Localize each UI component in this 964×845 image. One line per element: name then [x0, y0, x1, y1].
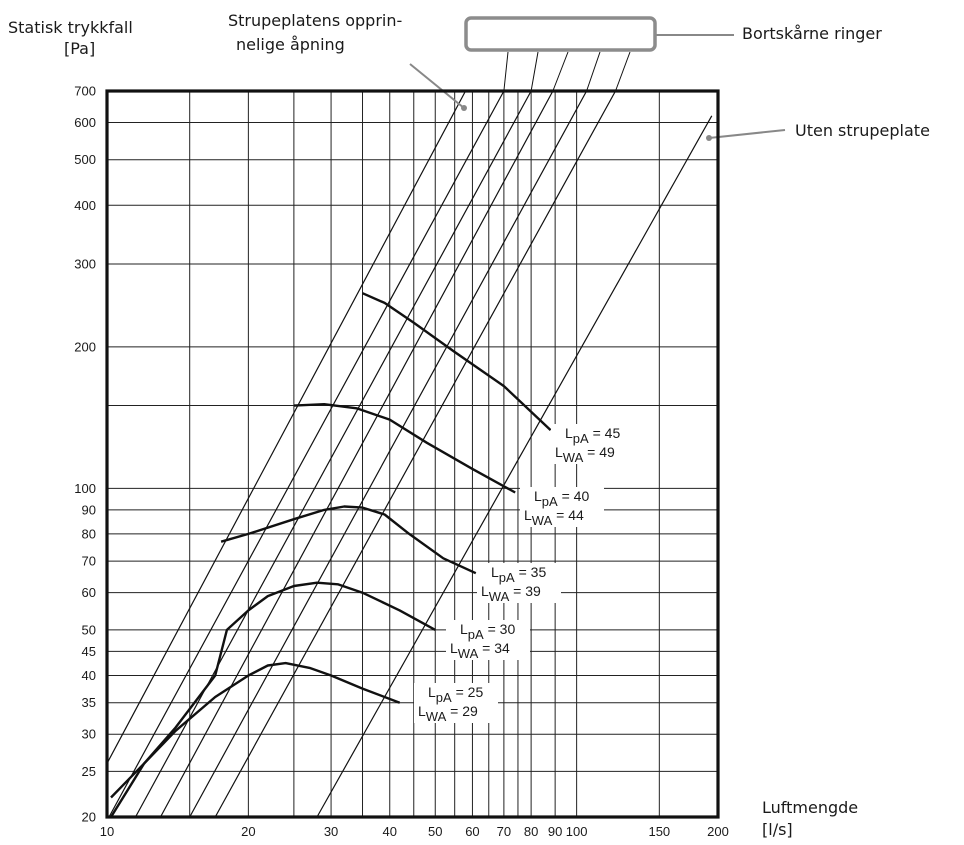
original-opening-annotation: Strupeplatens opprin-nelige åpning: [228, 11, 402, 54]
y-tick-label: 700: [74, 84, 96, 99]
ring-leader: [503, 51, 509, 92]
sound-label-background: [446, 620, 530, 660]
y-tick-label: 400: [74, 198, 96, 213]
damper-line: [108, 90, 505, 818]
y-tick-label: 40: [82, 668, 96, 683]
ring-leader: [586, 51, 601, 92]
x-tick-label: 40: [383, 824, 397, 839]
sound-curve: [220, 505, 477, 575]
damper-line: [189, 90, 588, 818]
damper-line: [134, 90, 532, 818]
no-damper-leader: [708, 129, 786, 139]
y-tick-label: 500: [74, 152, 96, 167]
sound-level-label: LWA = 39: [481, 583, 541, 604]
x-tick-label: 150: [648, 824, 670, 839]
sound-level-label: LWA = 29: [418, 703, 478, 724]
x-tick-label: 100: [566, 824, 588, 839]
original-opening-leader: [409, 63, 465, 109]
x-axis-label: Luftmengde [l/s]: [762, 798, 858, 839]
y-tick-label: 100: [74, 481, 96, 496]
no-damper-annotation: Uten strupeplate: [795, 121, 930, 140]
sound-label-background: [477, 563, 561, 603]
sound-level-label: LWA = 44: [524, 507, 584, 528]
sound-level-label: LpA = 25: [428, 684, 483, 705]
plot-frame: [105, 89, 720, 819]
sound-level-label: LWA = 34: [450, 640, 510, 661]
sound-level-label: LpA = 30: [460, 621, 515, 642]
removed-rings-annotation: Bortskårne ringer: [742, 24, 882, 43]
y-tick-label: 45: [82, 644, 96, 659]
y-tick-label: 25: [82, 764, 96, 779]
x-tick-label: 20: [241, 824, 255, 839]
x-tick-labels: 10 20 30 40 50 60 70 80 90 100 150 200: [100, 824, 729, 839]
leader-dot: [461, 105, 467, 111]
y-tick-label: 300: [74, 257, 96, 272]
y-tick-label: 600: [74, 115, 96, 130]
y-tick-label: 20: [82, 810, 96, 825]
y-tick-label: 30: [82, 727, 96, 742]
y-tick-label: 200: [74, 339, 96, 354]
x-tick-label: 60: [465, 824, 479, 839]
sound-level-label: LWA = 49: [555, 444, 615, 465]
y-tick-label: 70: [82, 554, 96, 569]
y-tick-label: 90: [82, 502, 96, 517]
sound-label-background: [520, 487, 604, 527]
sound-level-label: LpA = 45: [565, 425, 620, 446]
ring-leader: [615, 51, 631, 92]
y-tick-labels: 20 25 30 35 40 45 50 60 70 80 90 100 200 300 400 500 600…: [74, 84, 96, 825]
leader-dot: [706, 135, 712, 141]
sound-curve: [110, 581, 436, 799]
y-tick-label: 50: [82, 622, 96, 637]
sound-curve: [293, 403, 516, 494]
damper-line: [159, 90, 554, 818]
ring-leader: [552, 51, 569, 92]
ring-label-box: [464, 16, 657, 52]
sound-level-label: LpA = 40: [534, 488, 589, 509]
sound-curve: [362, 292, 552, 431]
grid-lines: [107, 91, 718, 817]
sound-level-label: LpA = 35: [491, 564, 546, 585]
damper-line: [316, 115, 713, 818]
damper-line: [214, 90, 617, 818]
sound-level-curves: [109, 292, 552, 818]
x-tick-label: 10: [100, 824, 114, 839]
y-tick-label: 80: [82, 526, 96, 541]
x-tick-label: 30: [324, 824, 338, 839]
damper-lines: [106, 90, 713, 818]
y-tick-label: 60: [82, 585, 96, 600]
y-axis-label: Statisk trykkfall [Pa]: [8, 18, 133, 58]
x-tick-label: 80: [524, 824, 538, 839]
ring-leader: [530, 51, 539, 92]
y-tick-label: 35: [82, 695, 96, 710]
x-tick-label: 90: [548, 824, 562, 839]
damper-line: [106, 90, 467, 764]
sound-label-background: [551, 424, 635, 464]
sound-label-background: [414, 683, 498, 723]
annotation-leaders: [409, 34, 786, 141]
x-tick-label: 50: [428, 824, 442, 839]
sound-curve: [109, 661, 401, 818]
x-tick-label: 200: [707, 824, 729, 839]
x-tick-label: 70: [497, 824, 511, 839]
